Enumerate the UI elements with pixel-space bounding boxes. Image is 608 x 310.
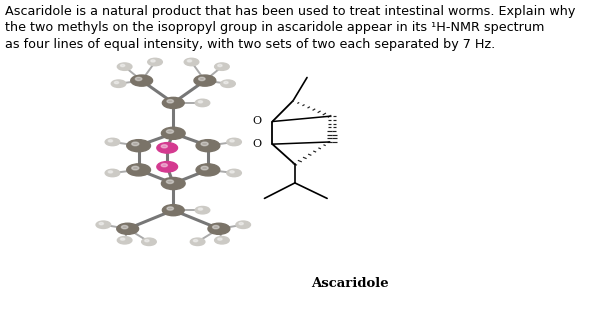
Circle shape [114,82,119,84]
Circle shape [136,77,142,81]
Circle shape [195,206,210,214]
Circle shape [198,208,202,210]
Circle shape [161,164,167,167]
Circle shape [230,140,234,142]
Circle shape [239,223,243,225]
Circle shape [108,140,112,142]
Circle shape [120,64,125,67]
Circle shape [221,80,235,87]
Circle shape [227,169,241,177]
Circle shape [142,238,156,246]
Text: Ascaridole: Ascaridole [311,277,389,290]
Circle shape [224,82,228,84]
Circle shape [132,142,139,146]
Text: O: O [252,139,262,148]
Circle shape [99,223,103,225]
Circle shape [201,142,208,146]
Circle shape [126,164,150,176]
Circle shape [132,166,139,170]
Circle shape [161,177,185,189]
Circle shape [117,63,132,70]
Circle shape [161,145,167,148]
Circle shape [193,240,198,242]
Circle shape [162,205,184,216]
Circle shape [215,237,229,244]
Circle shape [194,75,216,86]
Circle shape [167,100,173,103]
Circle shape [157,143,178,153]
Circle shape [131,75,153,86]
Circle shape [218,238,222,240]
Circle shape [230,171,234,173]
Circle shape [199,77,205,81]
Text: O: O [252,116,262,126]
Circle shape [201,166,208,170]
Circle shape [227,138,241,146]
Circle shape [196,140,219,152]
Circle shape [167,130,173,133]
Circle shape [120,238,125,240]
Circle shape [162,97,184,108]
Circle shape [108,171,112,173]
Circle shape [151,60,155,62]
Circle shape [187,60,192,62]
Circle shape [117,237,132,244]
Circle shape [196,164,219,176]
Text: Ascaridole is a natural product that has been used to treat intestinal worms. Ex: Ascaridole is a natural product that has… [5,5,575,51]
Circle shape [105,138,120,146]
Circle shape [96,221,111,228]
Circle shape [218,64,222,67]
Circle shape [184,58,199,66]
Circle shape [122,225,128,229]
Circle shape [157,162,178,172]
Circle shape [195,99,210,107]
Circle shape [161,127,185,139]
Circle shape [215,63,229,70]
Circle shape [190,238,205,246]
Circle shape [167,207,173,210]
Circle shape [111,80,126,87]
Circle shape [126,140,150,152]
Circle shape [117,223,139,234]
Circle shape [145,240,149,242]
Circle shape [213,225,219,229]
Circle shape [198,101,202,103]
Circle shape [236,221,250,228]
Circle shape [208,223,230,234]
Circle shape [167,180,173,184]
Circle shape [148,58,162,66]
Circle shape [105,169,120,177]
